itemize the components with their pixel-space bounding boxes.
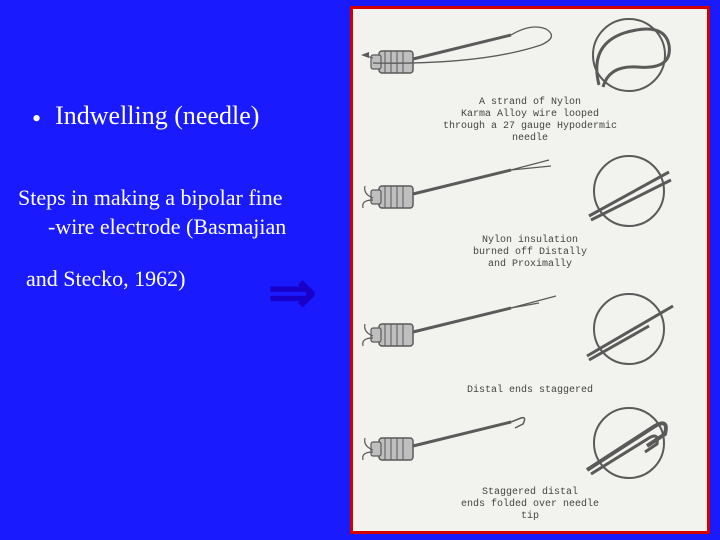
description-line1: Steps in making a bipolar fine [18,185,283,210]
figure-panel: A strand of Nylon Karma Alloy wire loope… [350,6,710,534]
figure-step-3: Distal ends staggered [361,275,699,401]
needle-staggered-icon [361,290,561,368]
figure-step-2: Nylon insulation burned off Distally and… [361,149,699,275]
needle-burned-icon [361,152,561,230]
arrow-icon: ⇒ [268,258,317,326]
folded-hook-circle-icon [569,404,689,482]
loop-detail-circle-icon [569,15,689,95]
figure-step-1: A strand of Nylon Karma Alloy wire loope… [361,15,699,149]
figure-inner: A strand of Nylon Karma Alloy wire loope… [353,9,707,531]
figure-step-1-caption: A strand of Nylon Karma Alloy wire loope… [361,95,699,149]
figure-step-4-caption: Staggered distal ends folded over needle… [361,485,699,527]
bullet-item: • Indwelling (needle) [18,100,338,133]
figure-step-4: Staggered distal ends folded over needle… [361,401,699,527]
figure-step-2-caption: Nylon insulation burned off Distally and… [361,233,699,275]
bullet-text: Indwelling (needle) [55,100,259,133]
needle-folded-icon [361,404,561,482]
two-wires-circle-icon [569,152,689,230]
bullet-marker: • [32,106,41,132]
description: Steps in making a bipolar fine -wire ele… [18,183,338,242]
figure-step-3-drawing [361,275,699,383]
figure-step-2-drawing [361,149,699,233]
needle-with-loop-icon [361,15,561,95]
figure-step-4-drawing [361,401,699,485]
figure-step-1-drawing [361,15,699,95]
figure-step-3-caption: Distal ends staggered [361,383,699,401]
description-line2: -wire electrode (Basmajian [18,212,338,242]
slide: • Indwelling (needle) Steps in making a … [0,0,720,540]
staggered-circle-icon [569,290,689,368]
